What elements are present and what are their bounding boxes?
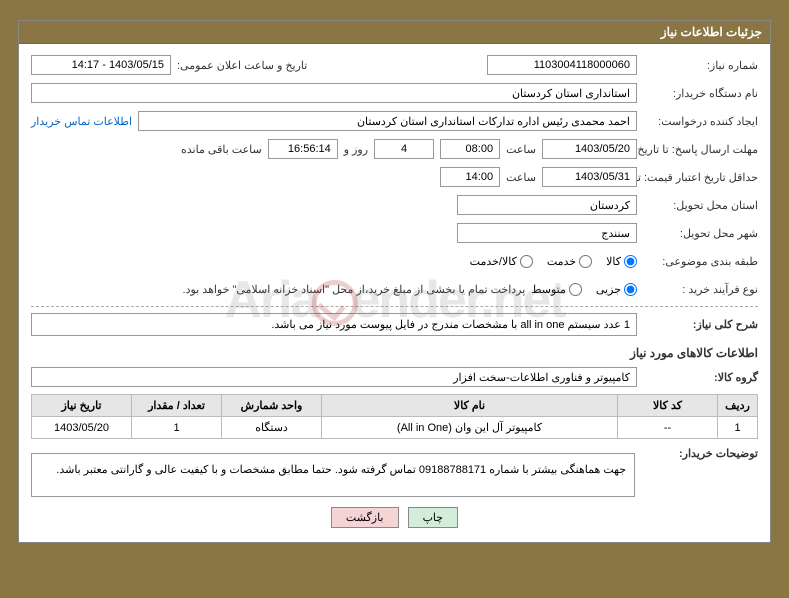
province-label: استان محل تحویل: (643, 199, 758, 212)
category-radio-group: کالا خدمت کالا/خدمت (470, 255, 637, 268)
panel-title: جزئیات اطلاعات نیاز (19, 21, 770, 44)
cat1-label: کالا (606, 255, 621, 268)
back-button[interactable]: بازگشت (331, 507, 399, 528)
th-date: تاریخ نیاز (32, 395, 132, 417)
buyer-org-value: استانداری استان کردستان (31, 83, 637, 103)
print-button[interactable]: چاپ (408, 507, 459, 528)
days-label: روز و (344, 143, 368, 156)
need-no-label: شماره نیاز: (643, 59, 758, 72)
items-table: ردیف کد کالا نام کالا واحد شمارش تعداد /… (31, 394, 758, 439)
validity-date: 1403/05/31 (542, 167, 637, 187)
proc-radio-1[interactable]: جزیی (596, 283, 637, 296)
cat-radio-1[interactable]: کالا (606, 255, 637, 268)
cat2-label: خدمت (547, 255, 576, 268)
table-row: 1 -- کامپیوتر آل این وان (All in One) دس… (32, 417, 758, 439)
category-label: طبقه بندی موضوعی: (643, 255, 758, 268)
buyer-org-label: نام دستگاه خریدار: (643, 87, 758, 100)
remain-label: ساعت باقی مانده (181, 143, 262, 156)
requester-label: ایجاد کننده درخواست: (643, 115, 758, 128)
proc-radio-2[interactable]: متوسط (531, 283, 582, 296)
validity-label: حداقل تاریخ اعتبار قیمت: تا تاریخ: (643, 171, 758, 184)
cell-date: 1403/05/20 (32, 417, 132, 439)
cell-name: کامپیوتر آل این وان (All in One) (322, 417, 618, 439)
days-remaining: 4 (374, 139, 434, 159)
countdown: 16:56:14 (268, 139, 338, 159)
city-label: شهر محل تحویل: (643, 227, 758, 240)
reply-time: 08:00 (440, 139, 500, 159)
buyer-notes: جهت هماهنگی بیشتر با شماره 09188788171 ت… (31, 453, 635, 497)
group-label: گروه کالا: (643, 371, 758, 384)
cell-code: -- (618, 417, 718, 439)
summary-label: شرح کلی نیاز: (643, 318, 758, 331)
th-name: نام کالا (322, 395, 618, 417)
contact-link[interactable]: اطلاعات تماس خریدار (31, 115, 132, 128)
buyer-notes-label: توضیحات خریدار: (643, 447, 758, 460)
announce-value: 1403/05/15 - 14:17 (31, 55, 171, 75)
th-unit: واحد شمارش (222, 395, 322, 417)
need-no-value: 1103004118000060 (487, 55, 637, 75)
reply-deadline-label: مهلت ارسال پاسخ: تا تاریخ: (643, 143, 758, 156)
main-panel: جزئیات اطلاعات نیاز شماره نیاز: 11030041… (18, 20, 771, 543)
province-value: کردستان (457, 195, 637, 215)
reply-date: 1403/05/20 (542, 139, 637, 159)
time-label-1: ساعت (506, 143, 536, 156)
validity-time: 14:00 (440, 167, 500, 187)
items-title: اطلاعات کالاهای مورد نیاز (31, 346, 758, 360)
announce-label: تاریخ و ساعت اعلان عمومی: (177, 59, 307, 72)
th-code: کد کالا (618, 395, 718, 417)
cell-row: 1 (718, 417, 758, 439)
proc1-label: جزیی (596, 283, 621, 296)
cell-qty: 1 (132, 417, 222, 439)
process-note: پرداخت تمام یا بخشی از مبلغ خرید،از محل … (183, 283, 526, 296)
time-label-2: ساعت (506, 171, 536, 184)
th-row: ردیف (718, 395, 758, 417)
cat-radio-3[interactable]: کالا/خدمت (470, 255, 533, 268)
proc2-label: متوسط (531, 283, 566, 296)
cat-radio-2[interactable]: خدمت (547, 255, 592, 268)
th-qty: تعداد / مقدار (132, 395, 222, 417)
requester-value: احمد محمدی رئیس اداره تدارکات استانداری … (138, 111, 637, 131)
cell-unit: دستگاه (222, 417, 322, 439)
city-value: سنندج (457, 223, 637, 243)
summary-value: 1 عدد سیستم all in one با مشخصات مندرج د… (31, 313, 637, 336)
process-radio-group: جزیی متوسط (531, 283, 637, 296)
cat3-label: کالا/خدمت (470, 255, 517, 268)
process-label: نوع فرآیند خرید : (643, 283, 758, 296)
group-value: کامپیوتر و فناوری اطلاعات-سخت افزار (31, 367, 637, 387)
